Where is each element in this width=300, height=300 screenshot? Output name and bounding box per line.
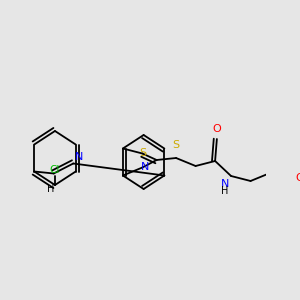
- Text: N: N: [75, 152, 83, 161]
- Text: H: H: [221, 186, 229, 196]
- Text: N: N: [221, 179, 229, 189]
- Text: N: N: [141, 163, 149, 172]
- Text: S: S: [139, 148, 146, 158]
- Text: O: O: [212, 124, 221, 134]
- Text: H: H: [47, 184, 55, 194]
- Text: Cl: Cl: [50, 165, 60, 175]
- Text: O: O: [295, 173, 300, 183]
- Text: S: S: [172, 140, 180, 150]
